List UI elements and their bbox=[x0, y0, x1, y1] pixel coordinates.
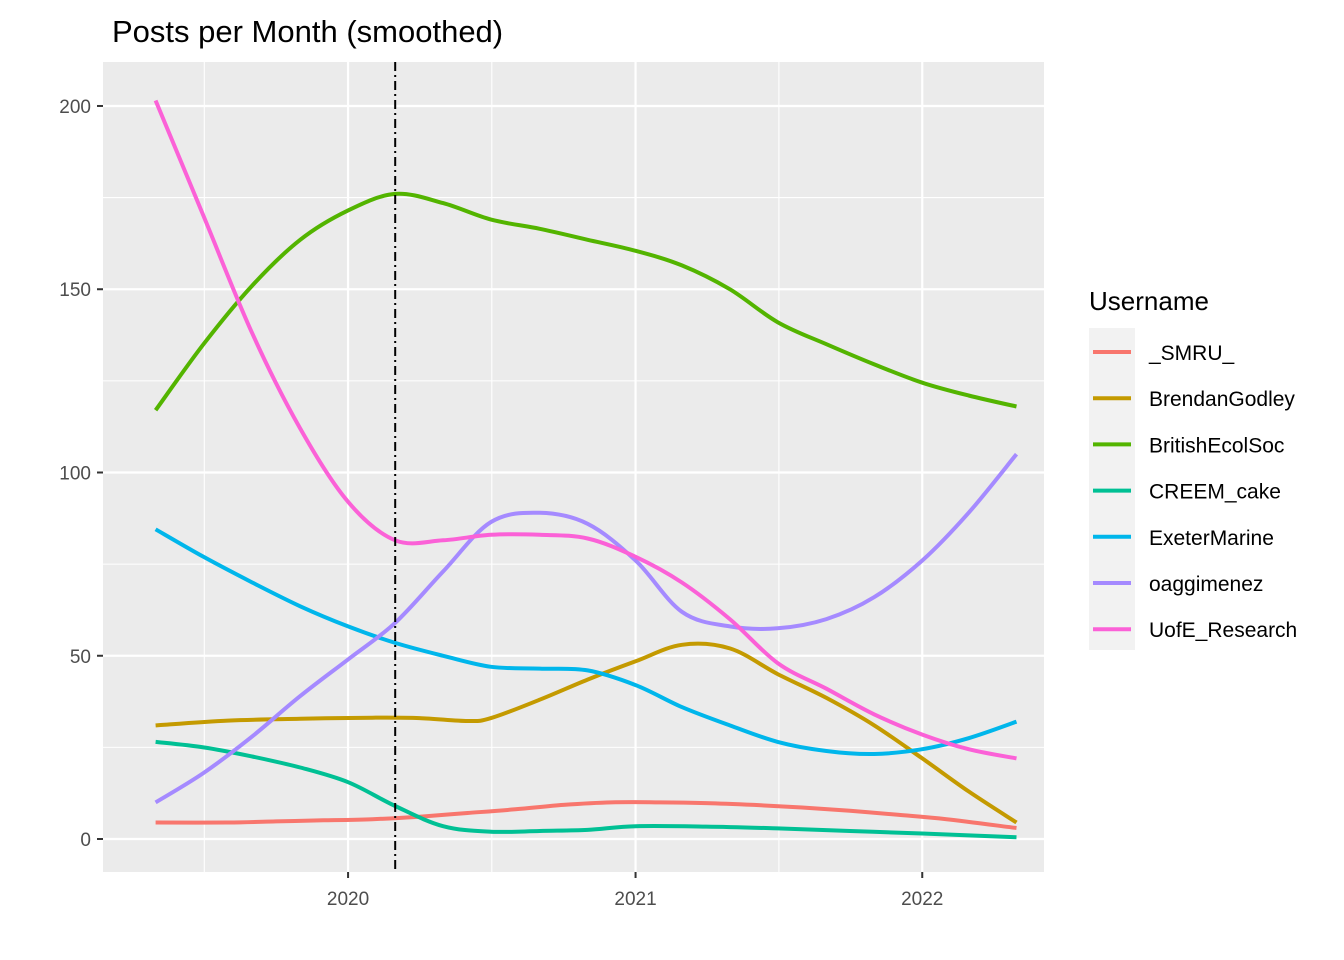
series-line-smru bbox=[155, 800, 1017, 830]
minor-gridlines bbox=[103, 62, 1044, 872]
x-tick-label: 2022 bbox=[901, 889, 943, 910]
series-line-britishecolsoc bbox=[153, 191, 1017, 412]
x-tick-label: 2021 bbox=[614, 889, 656, 910]
series-lines bbox=[153, 99, 1019, 840]
legend-label-uofe-research: UofE_Research bbox=[1149, 619, 1297, 642]
y-tick-label: 100 bbox=[59, 463, 91, 484]
legend-label-oaggimenez: oaggimenez bbox=[1149, 573, 1263, 596]
legend: Username _SMRU_ BrendanGodley BritishEcolS… bbox=[1089, 286, 1297, 650]
plot-panel bbox=[103, 62, 1044, 872]
axis-ticks: 0 50 100 150 200 2020 2021 2022 bbox=[59, 97, 943, 910]
legend-label-smru: _SMRU_ bbox=[1148, 342, 1235, 365]
legend-label-britishecolsoc: BritishEcolSoc bbox=[1149, 434, 1284, 457]
series-line-exetermarine bbox=[154, 527, 1018, 757]
y-tick-label: 200 bbox=[59, 97, 91, 118]
series-line-creem-cake bbox=[155, 739, 1017, 840]
y-tick-label: 50 bbox=[70, 647, 91, 668]
y-tick-label: 0 bbox=[80, 830, 91, 851]
legend-label-brendangodley: BrendanGodley bbox=[1149, 388, 1295, 411]
legend-label-creem-cake: CREEM_cake bbox=[1149, 481, 1281, 504]
legend-title: Username bbox=[1089, 286, 1209, 316]
series-line-uofe-research bbox=[153, 99, 1017, 761]
major-gridlines bbox=[103, 62, 1044, 872]
chart-title: Posts per Month (smoothed) bbox=[112, 14, 503, 49]
legend-label-exetermarine: ExeterMarine bbox=[1149, 527, 1274, 550]
x-tick-label: 2020 bbox=[327, 889, 369, 910]
y-tick-label: 150 bbox=[59, 280, 91, 301]
series-line-oaggimenez bbox=[154, 452, 1019, 805]
legend-items: _SMRU_ BrendanGodley BritishEcolSoc CREEM_c… bbox=[1093, 342, 1297, 642]
